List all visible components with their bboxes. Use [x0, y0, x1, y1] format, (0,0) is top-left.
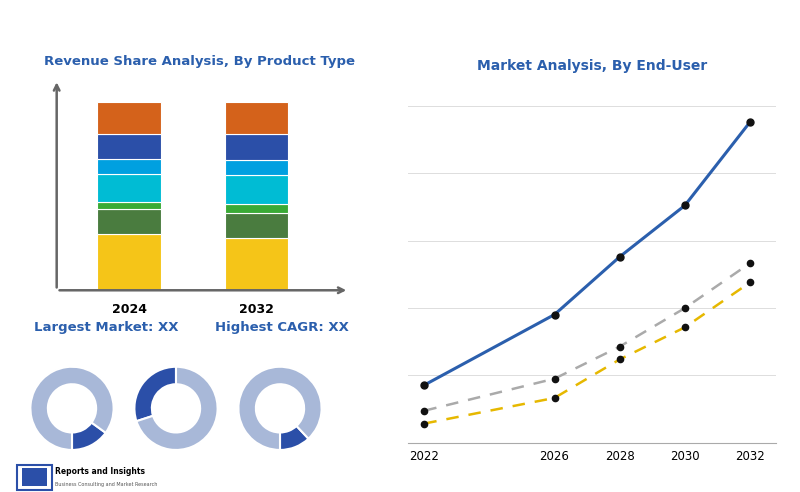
Text: Largest Market: XX: Largest Market: XX: [34, 321, 179, 334]
Bar: [98, 174, 161, 202]
Text: Highest CAGR: XX: Highest CAGR: XX: [214, 321, 349, 334]
Bar: [98, 209, 161, 234]
FancyBboxPatch shape: [22, 468, 47, 487]
Wedge shape: [137, 367, 218, 450]
Bar: [225, 102, 288, 134]
Text: 2032: 2032: [239, 304, 274, 316]
Bar: [225, 134, 288, 160]
Wedge shape: [30, 367, 114, 450]
Wedge shape: [134, 367, 176, 421]
Bar: [98, 134, 161, 158]
Bar: [225, 238, 288, 290]
Bar: [98, 158, 161, 174]
Bar: [225, 204, 288, 213]
Bar: [225, 160, 288, 176]
Wedge shape: [72, 423, 106, 450]
Bar: [98, 202, 161, 209]
Title: Revenue Share Analysis, By Product Type: Revenue Share Analysis, By Product Type: [45, 56, 355, 68]
Title: Market Analysis, By End-User: Market Analysis, By End-User: [477, 59, 707, 73]
Text: Business Consulting and Market Research: Business Consulting and Market Research: [55, 482, 158, 487]
Text: Reports and Insights: Reports and Insights: [55, 467, 146, 476]
Bar: [225, 176, 288, 204]
Bar: [98, 102, 161, 134]
Text: GLOBAL FLUID COOLED RADIOFREQUENCY (RF) ABLATION MARKET SEGMENT ANALYSIS: GLOBAL FLUID COOLED RADIOFREQUENCY (RF) …: [12, 22, 622, 35]
Wedge shape: [280, 426, 309, 450]
FancyBboxPatch shape: [17, 465, 52, 490]
Wedge shape: [238, 367, 322, 450]
Text: 2024: 2024: [111, 304, 146, 316]
Bar: [98, 234, 161, 290]
Bar: [225, 213, 288, 238]
